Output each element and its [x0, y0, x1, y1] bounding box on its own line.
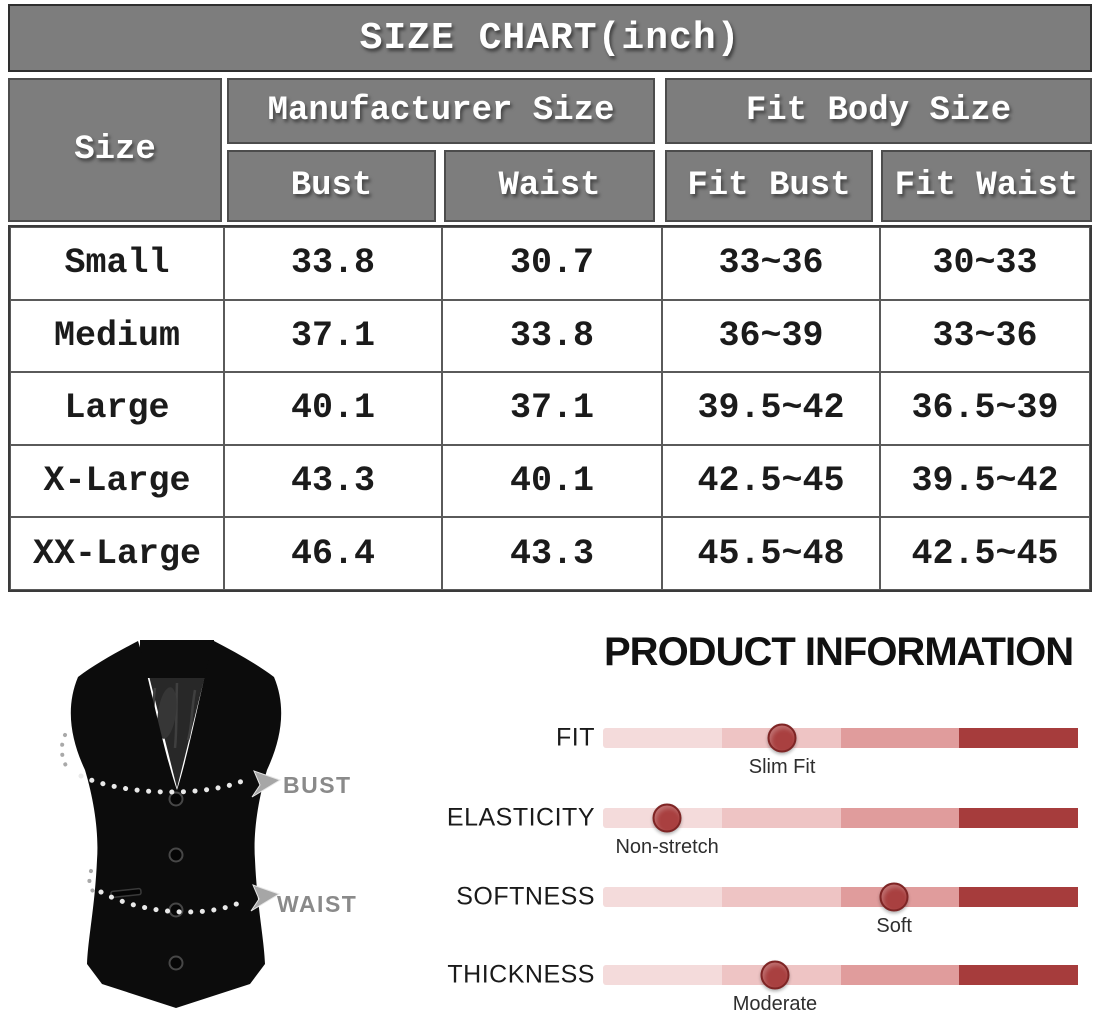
- size-chart-cell: 46.4: [224, 517, 442, 590]
- vest-buttons: [168, 791, 184, 971]
- rating-bar: Moderate: [603, 960, 1078, 1015]
- size-chart-cell: 39.5~42: [880, 444, 1090, 518]
- rating-value-label: Moderate: [732, 993, 818, 1015]
- rating-bar-segment: [721, 887, 841, 907]
- slider-label-elasticity: ELASTICITY: [446, 803, 595, 832]
- size-chart-cell: Large: [10, 372, 224, 445]
- size-chart-cell: 45.5~48: [662, 517, 880, 590]
- slider-label-fit: FIT: [556, 723, 595, 752]
- size-chart-cell: 33~36: [662, 227, 880, 300]
- column-header-fit-waist: Fit Waist: [881, 150, 1092, 222]
- size-chart-cell: Small: [10, 227, 224, 300]
- size-chart-cell: 30~33: [880, 227, 1090, 300]
- rating-bar: Slim Fit: [603, 723, 1078, 778]
- size-chart-cell: 30.7: [442, 227, 662, 300]
- rating-value-label: Soft: [876, 915, 912, 937]
- waist-measure-line: [98, 889, 248, 915]
- rating-bar: Soft: [603, 882, 1078, 937]
- column-header-waist: Waist: [444, 150, 655, 222]
- vest-svg: [59, 640, 282, 1008]
- rating-bar-segment: [603, 965, 722, 985]
- size-chart-cell: 42.5~45: [662, 444, 880, 518]
- column-header-fit-body-size: Fit Body Size: [665, 78, 1092, 144]
- column-header-size: Size: [8, 78, 222, 222]
- size-chart-cell: Medium: [10, 299, 224, 373]
- slider-label-thickness: THICKNESS: [447, 960, 595, 989]
- rating-bar-segment: [840, 728, 960, 748]
- waist-arrow-icon: [250, 884, 281, 912]
- size-chart-cell: 39.5~42: [662, 372, 880, 445]
- slider-label-softness: SOFTNESS: [456, 882, 595, 911]
- rating-bar-segment: [603, 887, 722, 907]
- column-header-bust: Bust: [227, 150, 436, 222]
- size-chart-table: SIZE CHART(inch) Size Manufacturer Size …: [8, 4, 1092, 592]
- bust-measure-line: [78, 773, 252, 795]
- bust-arrow-icon: [251, 770, 282, 798]
- size-chart-cell: 40.1: [442, 444, 662, 518]
- rating-bar-segment: [603, 728, 722, 748]
- vest-body: [70, 641, 282, 1008]
- size-chart-cell: X-Large: [10, 444, 224, 518]
- slider-row-softness: SOFTNESS Soft: [0, 882, 1100, 937]
- size-chart-cell: 36~39: [662, 299, 880, 373]
- bust-label: BUST: [283, 772, 352, 798]
- size-chart-cell: 43.3: [442, 517, 662, 590]
- vest-collar: [140, 640, 214, 678]
- rating-bar: Non-stretch: [603, 803, 1078, 858]
- size-chart-cell: XX-Large: [10, 517, 224, 590]
- lining-sheen: [157, 687, 177, 739]
- rating-value-label: Non-stretch: [615, 836, 719, 858]
- size-chart-cell: 33~36: [880, 299, 1090, 373]
- rating-bar-segment: [721, 808, 841, 828]
- rating-bar-segment: [840, 808, 960, 828]
- size-chart-cell: 33.8: [224, 227, 442, 300]
- size-chart-cell: 40.1: [224, 372, 442, 445]
- vest-illustration: [55, 628, 345, 1018]
- size-chart-cell: 37.1: [224, 299, 442, 373]
- rating-dot: [760, 960, 790, 990]
- rating-value-label: Slim Fit: [748, 756, 816, 778]
- rating-bar-segment: [959, 808, 1078, 828]
- rating-bar-segment: [959, 887, 1078, 907]
- waist-measure-line-back: [87, 869, 97, 896]
- waist-label: WAIST: [277, 891, 358, 917]
- slider-row-fit: FIT Slim Fit: [0, 723, 1100, 778]
- size-chart-cell: 42.5~45: [880, 517, 1090, 590]
- rating-bar-segment: [840, 965, 960, 985]
- product-info-title: PRODUCT INFORMATION: [604, 630, 1074, 674]
- size-chart-cell: 43.3: [224, 444, 442, 518]
- size-chart-body: Small 33.8 30.7 33~36 30~33 Medium 37.1 …: [8, 225, 1092, 592]
- size-chart-cell: 37.1: [442, 372, 662, 445]
- rating-dot: [652, 803, 682, 833]
- slider-row-thickness: THICKNESS Moderate: [0, 960, 1100, 1015]
- rating-dot: [767, 723, 797, 753]
- size-chart-cell: 33.8: [442, 299, 662, 373]
- column-header-fit-bust: Fit Bust: [665, 150, 873, 222]
- rating-bar-segment: [959, 728, 1078, 748]
- slider-row-elasticity: ELASTICITY Non-stretch: [0, 803, 1100, 858]
- size-chart-cell: 36.5~39: [880, 372, 1090, 445]
- column-header-manufacturer-size: Manufacturer Size: [227, 78, 655, 144]
- rating-dot: [879, 882, 909, 912]
- size-chart-title: SIZE CHART(inch): [8, 4, 1092, 72]
- rating-bar-segment: [959, 965, 1078, 985]
